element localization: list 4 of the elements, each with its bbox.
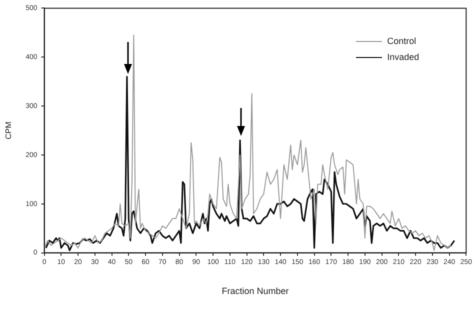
y-axis-title: CPM xyxy=(4,121,14,140)
legend-label: Control xyxy=(387,36,416,46)
x-axis-title: Fraction Number xyxy=(222,286,289,296)
legend-label: Invaded xyxy=(387,52,420,62)
